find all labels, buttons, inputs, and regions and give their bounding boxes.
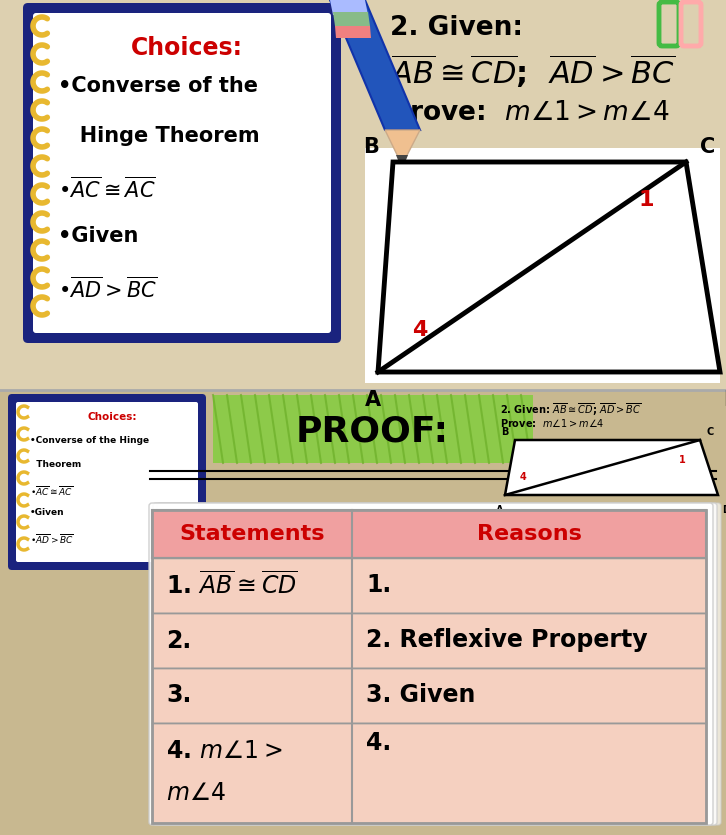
Polygon shape <box>385 130 420 165</box>
Text: 4.: 4. <box>366 731 391 755</box>
Text: D: D <box>723 390 726 410</box>
FancyBboxPatch shape <box>152 668 706 723</box>
FancyBboxPatch shape <box>23 3 341 343</box>
Text: Statements: Statements <box>179 524 325 544</box>
Text: •Given: •Given <box>30 508 65 517</box>
Text: 2.: 2. <box>166 629 191 652</box>
Text: 1.: 1. <box>366 574 391 598</box>
FancyBboxPatch shape <box>213 395 533 463</box>
Text: Choices:: Choices: <box>131 36 243 60</box>
Text: 4: 4 <box>412 320 428 340</box>
Text: Prove:  $m\angle 1 > m\angle 4$: Prove: $m\angle 1 > m\angle 4$ <box>500 417 605 429</box>
Text: 2. Given: $\overline{AB} \cong \overline{CD}$; $\overline{AD} > \overline{BC}$: 2. Given: $\overline{AB} \cong \overline… <box>500 402 641 418</box>
Text: Prove:  $m\angle 1 > m\angle 4$: Prove: $m\angle 1 > m\angle 4$ <box>390 100 669 126</box>
Text: •Converse of the: •Converse of the <box>58 76 258 96</box>
Text: C: C <box>706 427 714 437</box>
FancyBboxPatch shape <box>152 558 706 613</box>
FancyBboxPatch shape <box>33 13 331 333</box>
Text: •Given: •Given <box>58 226 139 246</box>
Text: B: B <box>502 427 509 437</box>
Text: •$\overline{AC} \cong \overline{AC}$: •$\overline{AC} \cong \overline{AC}$ <box>58 176 155 201</box>
Text: A: A <box>365 390 381 410</box>
FancyBboxPatch shape <box>8 394 206 570</box>
Text: •$\overline{AD} > \overline{BC}$: •$\overline{AD} > \overline{BC}$ <box>58 276 158 301</box>
FancyBboxPatch shape <box>149 503 713 825</box>
Text: •$\overline{AD} > \overline{BC}$: •$\overline{AD} > \overline{BC}$ <box>30 532 74 546</box>
Text: $m\angle 4$: $m\angle 4$ <box>166 781 226 805</box>
Text: Reasons: Reasons <box>476 524 582 544</box>
Text: 4: 4 <box>520 472 526 482</box>
Polygon shape <box>505 440 718 495</box>
Polygon shape <box>396 155 408 170</box>
Text: Theorem: Theorem <box>30 460 81 469</box>
Text: C: C <box>701 137 716 157</box>
FancyBboxPatch shape <box>153 503 717 825</box>
FancyBboxPatch shape <box>152 613 706 668</box>
Text: 3. Given: 3. Given <box>366 684 476 707</box>
Text: •$\overline{AC} \cong \overline{AC}$: •$\overline{AC} \cong \overline{AC}$ <box>30 484 73 498</box>
Text: PROOF:: PROOF: <box>295 414 449 448</box>
Polygon shape <box>330 0 368 15</box>
Polygon shape <box>333 12 370 26</box>
Text: Hinge Theorem: Hinge Theorem <box>58 126 260 146</box>
FancyBboxPatch shape <box>365 148 720 383</box>
FancyBboxPatch shape <box>16 402 198 562</box>
FancyBboxPatch shape <box>152 723 706 823</box>
Text: 3.: 3. <box>166 684 192 707</box>
Text: Choices:: Choices: <box>87 412 136 422</box>
Text: A: A <box>497 505 504 515</box>
Text: 2. Reflexive Property: 2. Reflexive Property <box>366 629 648 652</box>
FancyBboxPatch shape <box>152 510 706 558</box>
Text: 4. $m\angle 1 >$: 4. $m\angle 1 >$ <box>166 739 283 763</box>
Text: D: D <box>722 505 726 515</box>
Polygon shape <box>335 26 371 38</box>
Text: 1. $\overline{AB} \cong \overline{CD}$: 1. $\overline{AB} \cong \overline{CD}$ <box>166 572 298 600</box>
FancyBboxPatch shape <box>0 0 726 390</box>
Polygon shape <box>378 162 720 372</box>
Text: •Converse of the Hinge: •Converse of the Hinge <box>30 436 149 445</box>
Polygon shape <box>330 0 420 130</box>
Text: 1: 1 <box>679 455 685 465</box>
Text: B: B <box>363 137 379 157</box>
FancyBboxPatch shape <box>157 503 721 825</box>
Text: $\overline{AB} \cong \overline{CD}$;  $\overline{AD} > \overline{BC}$: $\overline{AB} \cong \overline{CD}$; $\o… <box>390 52 675 89</box>
Text: 2. Given:: 2. Given: <box>390 15 523 41</box>
Text: 1: 1 <box>638 190 653 210</box>
